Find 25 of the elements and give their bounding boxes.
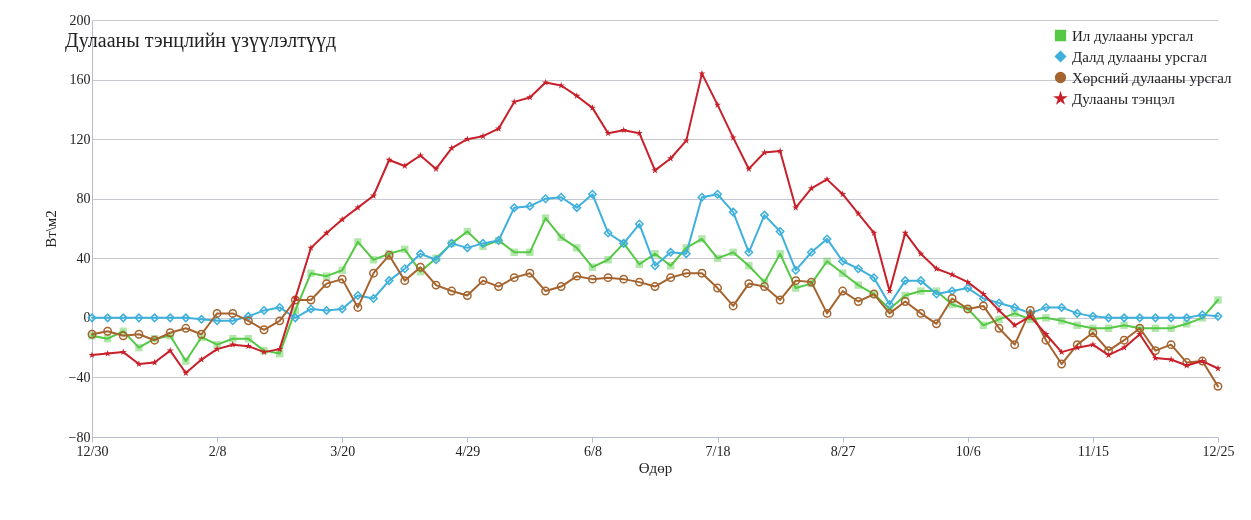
y-tick-label: 160 xyxy=(69,72,91,88)
x-tick-label: 11/15 xyxy=(1077,443,1110,459)
y-axis-title: Вт\м2 xyxy=(42,210,59,248)
legend-label: Дулааны тэнцэл xyxy=(1072,90,1176,107)
y-tick-label: −40 xyxy=(68,369,91,385)
x-tick-label: 2/8 xyxy=(208,443,227,459)
y-tick-label: −80 xyxy=(68,429,91,445)
x-tick-label: 4/29 xyxy=(455,443,481,459)
x-tick-label: 6/8 xyxy=(584,443,602,459)
y-tick-label: 200 xyxy=(69,12,91,28)
chart-title: Дулааны тэнцлийн үзүүлэлтүүд xyxy=(65,29,337,52)
x-tick-label: 12/30 xyxy=(76,443,109,459)
legend-label: Далд дулааны урсгал xyxy=(1072,48,1208,65)
y-tick-label: 80 xyxy=(76,191,91,207)
x-tick-label: 8/27 xyxy=(830,443,856,459)
x-axis-title: Өдөр xyxy=(638,459,673,476)
legend-label: Ил дулааны урсгал xyxy=(1072,27,1194,44)
x-tick-label: 12/25 xyxy=(1202,443,1235,459)
x-tick-label: 7/18 xyxy=(705,443,731,459)
legend-label: Хөрсний дулааны урсгал xyxy=(1072,69,1233,86)
x-tick-label: 10/6 xyxy=(955,443,981,459)
y-tick-label: 40 xyxy=(76,250,91,266)
y-tick-label: 0 xyxy=(83,310,91,326)
y-tick-label: 120 xyxy=(69,131,91,147)
x-tick-label: 3/20 xyxy=(330,443,356,459)
